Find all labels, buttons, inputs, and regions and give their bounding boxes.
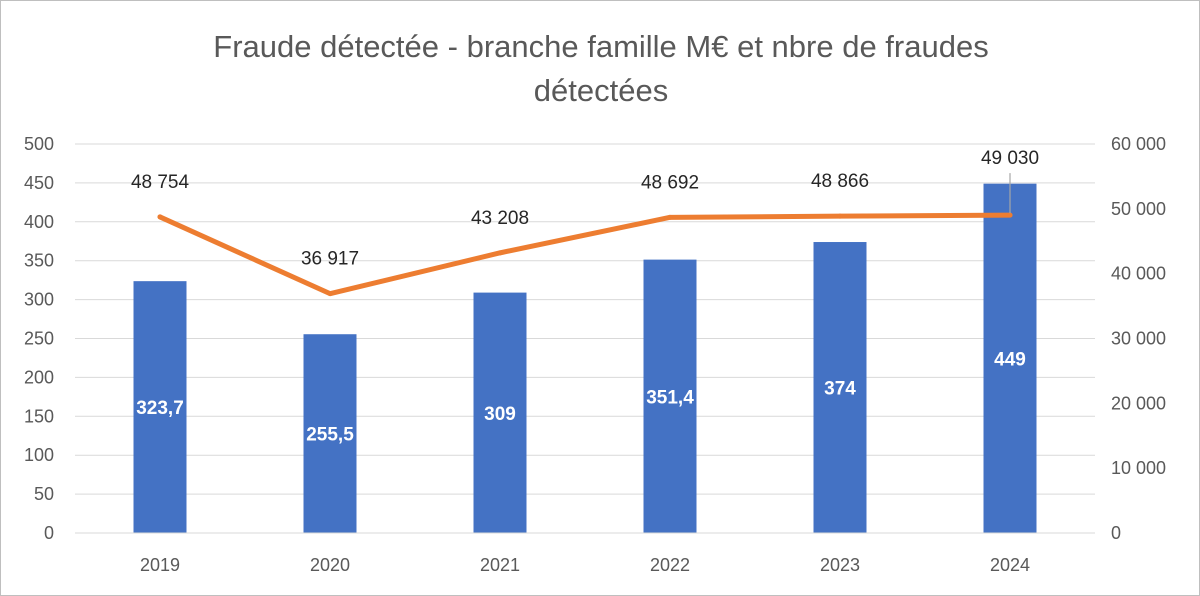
line-point xyxy=(327,291,333,297)
left-axis-tick-label: 300 xyxy=(24,290,54,310)
left-axis-tick-label: 150 xyxy=(24,406,54,426)
bar xyxy=(473,292,527,533)
left-axis-tick-label: 500 xyxy=(24,134,54,154)
left-axis-tick-label: 400 xyxy=(24,212,54,232)
gridlines xyxy=(75,143,1095,534)
line-value-label: 48 692 xyxy=(641,172,699,193)
line-value-label: 48 866 xyxy=(811,171,869,192)
line-value-label: 43 208 xyxy=(471,208,529,229)
right-axis-tick-label: 60 000 xyxy=(1111,134,1166,154)
right-axis-tick-label: 10 000 xyxy=(1111,458,1166,478)
bar xyxy=(983,183,1037,534)
bar-value-label: 309 xyxy=(484,404,516,425)
right-axis-tick-label: 50 000 xyxy=(1111,199,1166,219)
x-axis-tick-label: 2023 xyxy=(820,555,860,575)
left-axis-tick-label: 200 xyxy=(24,367,54,387)
line-point xyxy=(837,213,843,219)
chart-title-line-1: Fraude détectée - branche famille M€ et … xyxy=(213,29,988,64)
right-axis-tick-label: 40 000 xyxy=(1111,264,1166,284)
line-series xyxy=(157,212,1013,297)
bar xyxy=(643,259,697,533)
left-axis-tick-label: 100 xyxy=(24,445,54,465)
line-path xyxy=(157,212,1013,297)
right-axis-tick-label: 30 000 xyxy=(1111,329,1166,349)
bar xyxy=(813,242,867,533)
bar-value-label: 374 xyxy=(824,379,856,400)
x-axis-tick-label: 2022 xyxy=(650,555,690,575)
chart-title: Fraude détectée - branche famille M€ et … xyxy=(213,29,988,108)
right-axis-tick-label: 20 000 xyxy=(1111,393,1166,413)
x-axis-tick-label: 2020 xyxy=(310,555,350,575)
bar-value-label: 449 xyxy=(994,349,1026,370)
line-point xyxy=(497,250,503,256)
line-value-label: 36 917 xyxy=(301,249,359,270)
left-axis-tick-label: 0 xyxy=(44,523,54,543)
line-point xyxy=(667,214,673,220)
bar-series xyxy=(133,183,1037,534)
left-axis-tick-label: 250 xyxy=(24,329,54,349)
bar xyxy=(133,281,187,533)
left-axis-tick-label: 50 xyxy=(34,484,54,504)
data-labels: 323,7 255,5 309 351,4 374 449 48 754 36 917 43 2… xyxy=(131,148,1039,445)
left-axis-tick-label: 450 xyxy=(24,173,54,193)
line-value-label: 48 754 xyxy=(131,172,190,193)
x-axis-tick-label: 2019 xyxy=(140,555,180,575)
bar-value-label: 351,4 xyxy=(646,387,694,408)
axes: 0 50 100 150 200 250 300 350 400 450 500 0 10 000 20 … xyxy=(24,134,1166,575)
chart-title-line-2: détectées xyxy=(534,73,668,108)
line-point xyxy=(157,214,163,220)
line-point xyxy=(1007,212,1013,218)
right-axis-tick-label: 0 xyxy=(1111,523,1121,543)
line-value-label: 49 030 xyxy=(981,148,1039,169)
x-axis-tick-label: 2021 xyxy=(480,555,520,575)
left-axis-tick-label: 350 xyxy=(24,251,54,271)
bar-value-label: 323,7 xyxy=(136,398,184,419)
bar-value-label: 255,5 xyxy=(306,425,354,446)
x-axis-tick-label: 2024 xyxy=(990,555,1030,575)
bar xyxy=(303,334,357,533)
